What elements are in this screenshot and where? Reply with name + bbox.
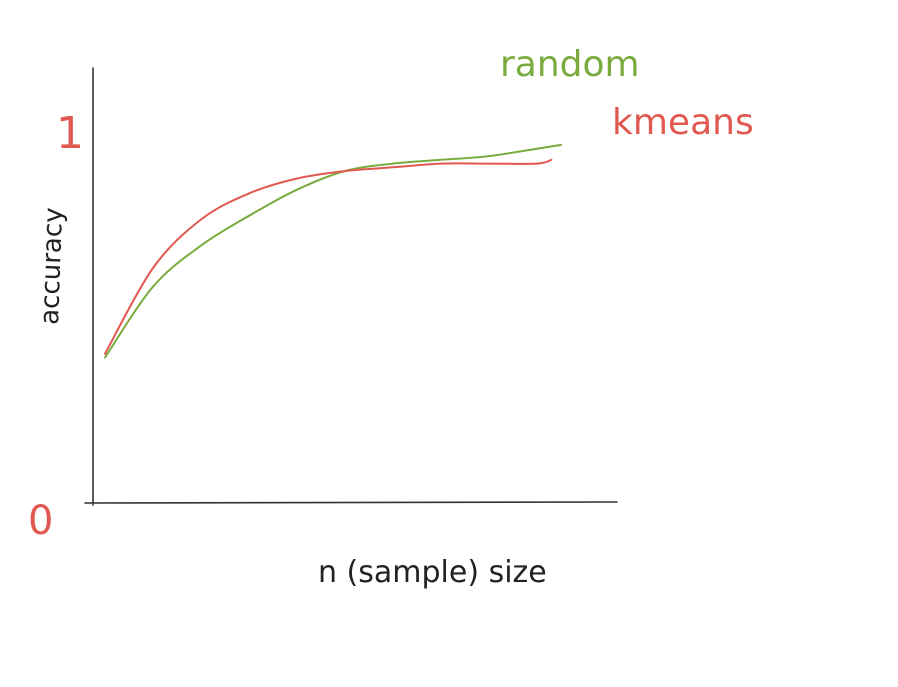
series-line-kmeans bbox=[104, 158, 553, 355]
y-tick-1: 1 bbox=[56, 108, 84, 159]
y-axis-label: accuracy bbox=[35, 207, 69, 325]
x-axis bbox=[84, 501, 618, 504]
x-axis-label: n (sample) size bbox=[318, 555, 547, 590]
series-label-kmeans: kmeans bbox=[612, 102, 754, 143]
series-line-random bbox=[104, 143, 562, 359]
y-tick-0: 0 bbox=[28, 498, 53, 544]
series-label-random: random bbox=[500, 44, 640, 85]
